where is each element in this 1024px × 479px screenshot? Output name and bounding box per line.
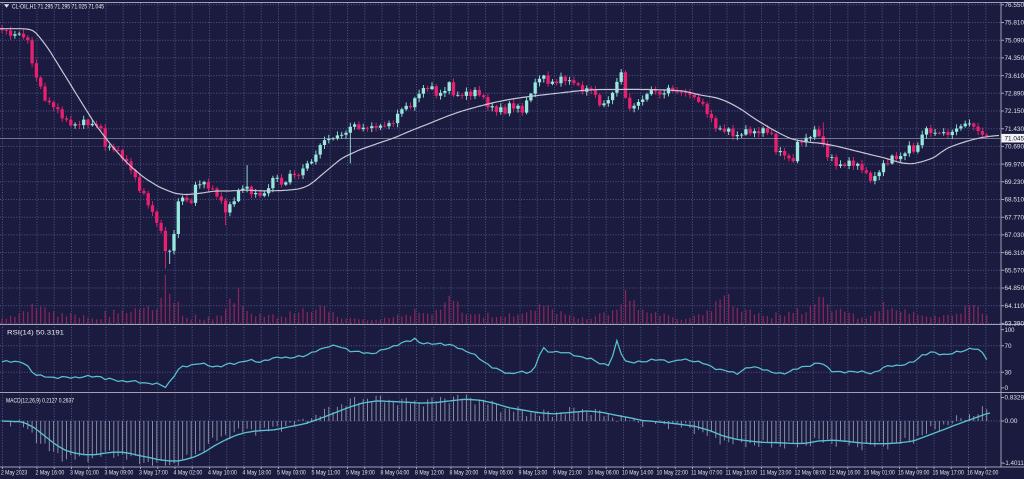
- svg-text:MACD(12,26,9) 0.2127 0.2637: MACD(12,26,9) 0.2127 0.2637: [6, 397, 74, 404]
- svg-text:68.510: 68.510: [1005, 197, 1024, 204]
- svg-text:74.350: 74.350: [1005, 55, 1024, 62]
- svg-text:12 May 16:00: 12 May 16:00: [829, 470, 861, 477]
- svg-text:75.810: 75.810: [1005, 20, 1024, 27]
- svg-text:30: 30: [1005, 369, 1012, 376]
- svg-text:11 May 23:00: 11 May 23:00: [760, 470, 792, 477]
- svg-text:71.045: 71.045: [1005, 136, 1024, 143]
- svg-text:2 May 16:00: 2 May 16:00: [36, 470, 65, 477]
- svg-text:CL-OIL,H1 71.295 71.295 71.025: CL-OIL,H1 71.295 71.295 71.025 71.045: [12, 3, 104, 10]
- svg-text:5 May 19:00: 5 May 19:00: [346, 470, 375, 477]
- svg-text:3 May 17:00: 3 May 17:00: [139, 470, 168, 477]
- svg-text:-1.4011: -1.4011: [1003, 460, 1024, 467]
- svg-text:0.00: 0.00: [1005, 418, 1018, 425]
- svg-text:69.230: 69.230: [1005, 179, 1024, 186]
- svg-text:63.390: 63.390: [1005, 321, 1024, 328]
- svg-text:8 May 12:00: 8 May 12:00: [415, 470, 444, 477]
- svg-text:2 May 2023: 2 May 2023: [1, 470, 27, 477]
- svg-text:72.150: 72.150: [1005, 108, 1024, 115]
- svg-text:10 May 14:00: 10 May 14:00: [622, 470, 654, 477]
- svg-text:69.970: 69.970: [1005, 161, 1024, 168]
- svg-text:9 May 05:00: 9 May 05:00: [484, 470, 513, 477]
- svg-text:75.090: 75.090: [1005, 37, 1024, 44]
- svg-text:70: 70: [1005, 343, 1012, 350]
- svg-text:16 May 02:00: 16 May 02:00: [967, 470, 999, 477]
- svg-text:10 May 22:00: 10 May 22:00: [657, 470, 689, 477]
- svg-text:RSI(14) 50.3191: RSI(14) 50.3191: [7, 329, 64, 336]
- svg-text:5 May 11:00: 5 May 11:00: [312, 470, 341, 477]
- svg-text:100: 100: [1005, 327, 1015, 334]
- svg-text:67.770: 67.770: [1005, 214, 1024, 221]
- svg-text:9 May 21:00: 9 May 21:00: [553, 470, 582, 477]
- svg-text:8 May 04:00: 8 May 04:00: [381, 470, 410, 477]
- svg-text:8 May 20:00: 8 May 20:00: [450, 470, 479, 477]
- svg-text:73.610: 73.610: [1005, 73, 1024, 80]
- svg-text:64.110: 64.110: [1005, 303, 1024, 310]
- svg-text:0: 0: [1005, 385, 1009, 392]
- svg-text:76.550: 76.550: [1005, 2, 1024, 9]
- svg-text:15 May 09:00: 15 May 09:00: [898, 470, 930, 477]
- svg-text:70.690: 70.690: [1005, 144, 1024, 151]
- svg-text:4 May 10:00: 4 May 10:00: [208, 470, 237, 477]
- svg-text:12 May 08:00: 12 May 08:00: [795, 470, 827, 477]
- svg-text:3 May 01:00: 3 May 01:00: [70, 470, 99, 477]
- svg-text:66.310: 66.310: [1005, 250, 1024, 257]
- svg-text:72.890: 72.890: [1005, 91, 1024, 98]
- svg-text:10 May 06:00: 10 May 06:00: [588, 470, 620, 477]
- svg-text:15 May 01:00: 15 May 01:00: [864, 470, 896, 477]
- svg-text:65.570: 65.570: [1005, 268, 1024, 275]
- svg-text:15 May 17:00: 15 May 17:00: [933, 470, 965, 477]
- svg-text:4 May 02:00: 4 May 02:00: [174, 470, 203, 477]
- svg-text:3 May 09:00: 3 May 09:00: [105, 470, 134, 477]
- svg-text:67.030: 67.030: [1005, 232, 1024, 239]
- svg-text:11 May 15:00: 11 May 15:00: [726, 470, 758, 477]
- svg-text:0.8329: 0.8329: [1005, 395, 1024, 402]
- svg-text:5 May 03:00: 5 May 03:00: [277, 470, 306, 477]
- svg-text:71.430: 71.430: [1005, 126, 1024, 133]
- svg-text:4 May 18:00: 4 May 18:00: [243, 470, 272, 477]
- svg-text:11 May 07:00: 11 May 07:00: [691, 470, 723, 477]
- svg-text:9 May 13:00: 9 May 13:00: [519, 470, 548, 477]
- svg-text:64.850: 64.850: [1005, 285, 1024, 292]
